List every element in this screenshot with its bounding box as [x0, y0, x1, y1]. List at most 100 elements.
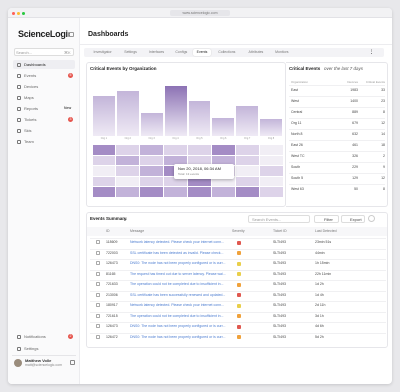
table-cell: 18	[353, 143, 385, 148]
event-message[interactable]: DNS0: The node has not been properly con…	[130, 335, 228, 340]
nav-badge: 5	[68, 73, 73, 78]
heat-cell	[140, 156, 163, 166]
tab[interactable]: Settings	[119, 49, 142, 56]
row-divider	[90, 259, 386, 260]
bar-label: Org 8	[259, 137, 283, 141]
event-message[interactable]: SSL certificate has been successfully re…	[130, 293, 228, 298]
table-cell: South 5	[291, 176, 321, 181]
table-cell: 8	[353, 110, 385, 115]
row-checkbox[interactable]	[96, 261, 100, 265]
nav-item[interactable]: Reports	[24, 106, 64, 111]
event-message[interactable]: SSL certificate has been detected as inv…	[130, 251, 228, 256]
heat-cell	[140, 145, 163, 155]
footer-item[interactable]: Settings	[24, 346, 64, 351]
table-cell: 14	[353, 132, 385, 137]
event-id: 180917	[106, 303, 128, 308]
heat-cell	[164, 187, 187, 197]
footer-badge: 2	[68, 334, 73, 339]
ticket-id: SLTI493	[273, 282, 303, 287]
heat-cell	[140, 187, 163, 197]
row-checkbox[interactable]	[96, 282, 100, 286]
nav-item[interactable]: Skis	[24, 128, 64, 133]
tab[interactable]: Investigator	[87, 49, 118, 56]
row-checkbox[interactable]	[96, 314, 100, 318]
settings-button[interactable]	[368, 215, 375, 222]
nav-item[interactable]: Tickets	[24, 117, 64, 122]
browser-window: www.sciencelogic.comScienceLogicSearch..…	[8, 8, 392, 384]
footer-item[interactable]: Notifications	[24, 334, 64, 339]
bar	[117, 91, 139, 136]
heat-cell	[93, 145, 116, 155]
table-cell: South	[291, 165, 321, 170]
row-checkbox[interactable]	[96, 335, 100, 339]
nav-icon	[17, 85, 21, 89]
event-message[interactable]: The operation could not be completed due…	[130, 282, 228, 287]
last-detected: 5d 2h	[315, 335, 355, 340]
row-divider	[90, 270, 386, 271]
last-detected: 23min 51s	[315, 240, 355, 245]
heat-cell	[236, 166, 259, 176]
sidebar-toggle[interactable]	[68, 32, 74, 37]
tab[interactable]: Configs	[171, 49, 192, 56]
event-message[interactable]: Network latency detected. Please check y…	[130, 303, 228, 308]
row-checkbox[interactable]	[96, 240, 100, 244]
severity-icon	[237, 251, 241, 255]
logout-button[interactable]	[70, 360, 75, 365]
heat-cell	[140, 166, 163, 176]
severity-icon	[237, 283, 241, 287]
event-message[interactable]: DNS0: The node has not been properly con…	[130, 324, 228, 329]
header-divider	[80, 44, 392, 45]
event-message[interactable]: The operation could not be completed due…	[130, 314, 228, 319]
row-checkbox[interactable]	[96, 324, 100, 328]
nav-item[interactable]: Devices	[24, 84, 64, 89]
heat-cell	[116, 156, 139, 166]
nav-icon	[17, 140, 21, 144]
ticket-id: SLTI493	[273, 261, 303, 266]
row-divider	[289, 151, 385, 152]
row-checkbox[interactable]	[96, 303, 100, 307]
tab[interactable]: Collections	[212, 49, 241, 56]
last-detected: 44min	[315, 251, 355, 256]
row-checkbox[interactable]	[96, 251, 100, 255]
tab[interactable]: Monitors	[270, 49, 293, 56]
url-bar: www.sciencelogic.com	[170, 10, 230, 16]
bar-label: Org 5	[188, 137, 212, 141]
more-button[interactable]: ⋮	[368, 49, 375, 56]
row-divider	[289, 173, 385, 174]
nav-item[interactable]: Maps	[24, 95, 64, 100]
event-message[interactable]: DNS0: The node has not been properly con…	[130, 261, 228, 266]
nav-item[interactable]: Team	[24, 139, 64, 144]
event-id: 118609	[106, 240, 128, 245]
events-column: Severity	[232, 229, 268, 234]
table-cell: 9	[353, 165, 385, 170]
divider	[12, 355, 76, 356]
nav-item[interactable]: Dashboards	[24, 62, 64, 67]
event-message[interactable]: The request has timed out due to server …	[130, 272, 228, 277]
search-placeholder: Search...	[16, 50, 56, 55]
bar	[189, 101, 211, 136]
row-checkbox[interactable]	[96, 272, 100, 276]
events-column: Message	[130, 229, 220, 234]
tab[interactable]: Attributes	[242, 49, 269, 56]
row-divider	[289, 140, 385, 141]
last-detected: 3d 1h	[315, 314, 355, 319]
tab[interactable]: Interfaces	[143, 49, 170, 56]
row-checkbox[interactable]	[96, 293, 100, 297]
footer-icon	[17, 347, 21, 351]
bar-label: Org 6	[211, 137, 235, 141]
row-divider	[90, 291, 386, 292]
nav-icon	[17, 74, 21, 78]
event-message[interactable]: Network latency detected. Please check y…	[130, 240, 228, 245]
tab[interactable]: Events	[193, 49, 212, 56]
nav-badge: 3	[68, 117, 73, 122]
row-divider	[289, 118, 385, 119]
event-id: 81165	[106, 272, 128, 277]
severity-icon	[237, 304, 241, 308]
nav-item[interactable]: Events	[24, 73, 64, 78]
ticket-id: SLTI493	[273, 335, 303, 340]
heat-cell	[212, 145, 235, 155]
heat-cell	[93, 187, 116, 197]
row-divider	[90, 333, 386, 334]
bar-label: Org 7	[235, 137, 259, 141]
last-detected: 1h 15min	[315, 261, 355, 266]
